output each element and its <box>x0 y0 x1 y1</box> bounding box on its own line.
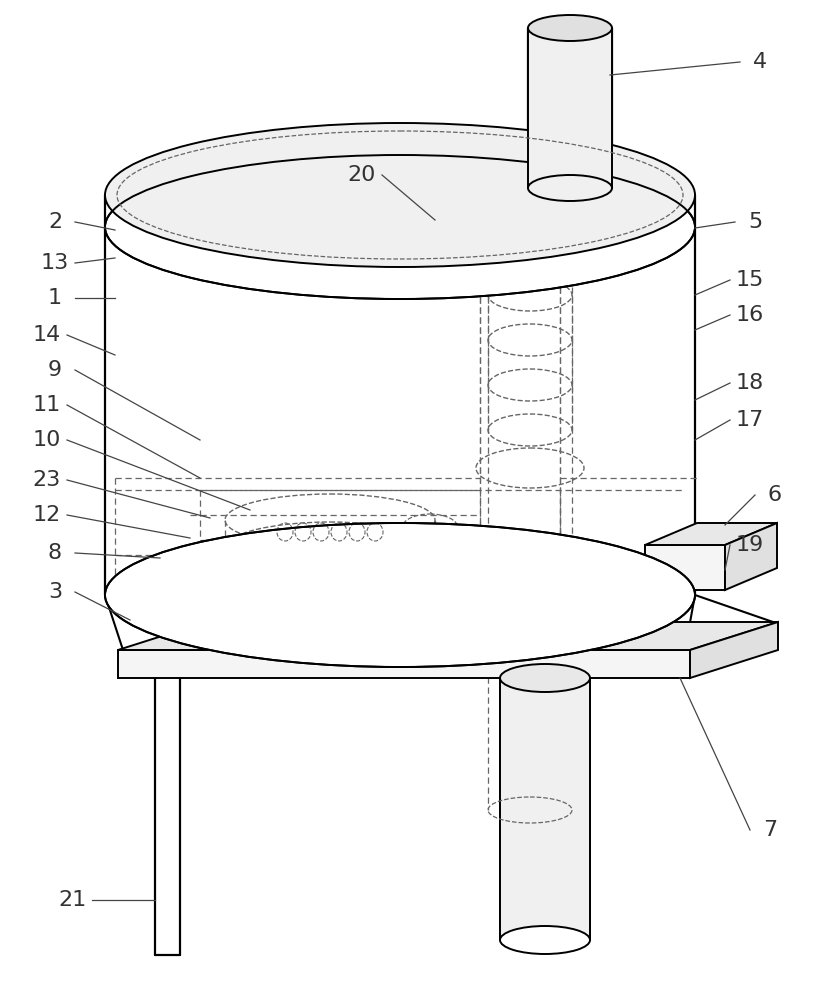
Ellipse shape <box>105 523 695 667</box>
Text: 17: 17 <box>736 410 764 430</box>
Text: 9: 9 <box>48 360 62 380</box>
Ellipse shape <box>500 664 590 692</box>
Ellipse shape <box>105 123 695 267</box>
Text: 3: 3 <box>48 582 62 602</box>
Text: 19: 19 <box>736 535 764 555</box>
Polygon shape <box>528 28 612 188</box>
Text: 15: 15 <box>735 270 764 290</box>
Text: 6: 6 <box>768 485 782 505</box>
Text: 23: 23 <box>33 470 61 490</box>
Text: 20: 20 <box>348 165 376 185</box>
Text: 5: 5 <box>748 212 762 232</box>
Text: 1: 1 <box>48 288 62 308</box>
Text: 2: 2 <box>48 212 62 232</box>
Text: 4: 4 <box>753 52 767 72</box>
Polygon shape <box>645 545 725 590</box>
Text: 7: 7 <box>763 820 777 840</box>
Ellipse shape <box>105 155 695 299</box>
Polygon shape <box>118 622 778 650</box>
Text: 21: 21 <box>58 890 86 910</box>
Text: 14: 14 <box>33 325 61 345</box>
Polygon shape <box>118 650 690 678</box>
Polygon shape <box>500 678 590 940</box>
Polygon shape <box>645 523 777 545</box>
Text: 8: 8 <box>48 543 62 563</box>
Ellipse shape <box>528 175 612 201</box>
Text: 13: 13 <box>41 253 69 273</box>
Text: 10: 10 <box>33 430 61 450</box>
Ellipse shape <box>500 926 590 954</box>
Polygon shape <box>690 622 778 678</box>
Text: 11: 11 <box>33 395 61 415</box>
Ellipse shape <box>528 15 612 41</box>
Text: 18: 18 <box>736 373 764 393</box>
Text: 12: 12 <box>33 505 61 525</box>
Polygon shape <box>725 523 777 590</box>
Text: 16: 16 <box>736 305 764 325</box>
